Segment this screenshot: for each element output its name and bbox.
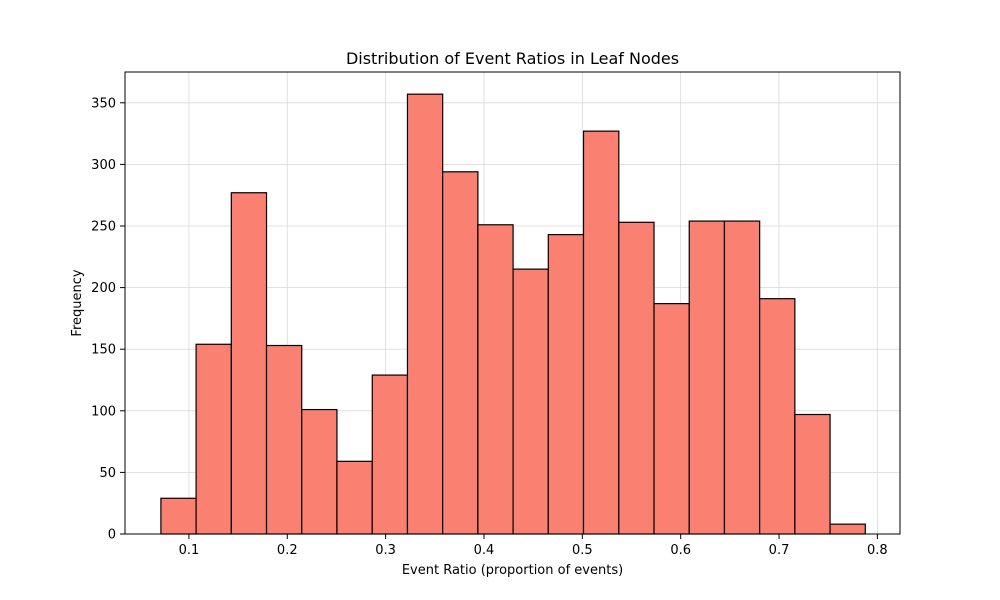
y-tick-label: 250 [91,220,116,235]
plot-area-frame [124,71,901,535]
histogram-bar [406,93,444,535]
y-tick-label: 350 [91,96,116,111]
x-axis-label: Event Ratio (proportion of events) [402,563,623,578]
y-tick-label: 50 [99,466,116,481]
histogram-bar [336,460,373,535]
histogram-bars [160,93,866,535]
histogram-bar [759,298,796,535]
y-tick-label: 300 [91,158,116,173]
y-tick-label: 200 [91,281,116,296]
histogram-bar [265,344,303,535]
y-tick-label: 0 [108,528,116,543]
x-tick-label: 0.5 [572,543,593,558]
y-tick-label: 150 [91,343,116,358]
histogram-bar [195,343,232,535]
histogram-bar [618,221,655,535]
x-tick-label: 0.6 [670,543,691,558]
histogram-bar [723,220,761,535]
x-tick-label: 0.7 [769,543,790,558]
histogram-bar [301,408,338,535]
x-tick-label: 0.2 [277,543,298,558]
y-tick-label: 100 [91,404,116,419]
histogram-bar [512,268,549,535]
y-axis-label: Frequency [70,269,85,336]
histogram-bar [371,374,409,535]
x-tick-label: 0.1 [179,543,200,558]
histogram-bar [653,303,690,535]
histogram-bar [688,220,726,535]
x-tick-label: 0.8 [867,543,888,558]
x-tick-label: 0.3 [375,543,396,558]
chart-title: Distribution of Event Ratios in Leaf Nod… [346,49,679,68]
histogram-bar [230,192,268,535]
histogram-bar [442,171,479,535]
x-axis-ticks: 0.1 0.2 0.3 0.4 0.5 0.6 0.7 0.8 [179,534,888,558]
histogram-bar [477,224,514,535]
histogram-bar [794,413,831,535]
y-axis-ticks: 0 50 100 150 200 250 300 350 [91,96,125,543]
histogram-bar [160,497,197,535]
histogram-bar [547,234,585,535]
x-tick-label: 0.4 [474,543,495,558]
histogram-bar [582,130,620,535]
histogram-bar [829,523,866,535]
